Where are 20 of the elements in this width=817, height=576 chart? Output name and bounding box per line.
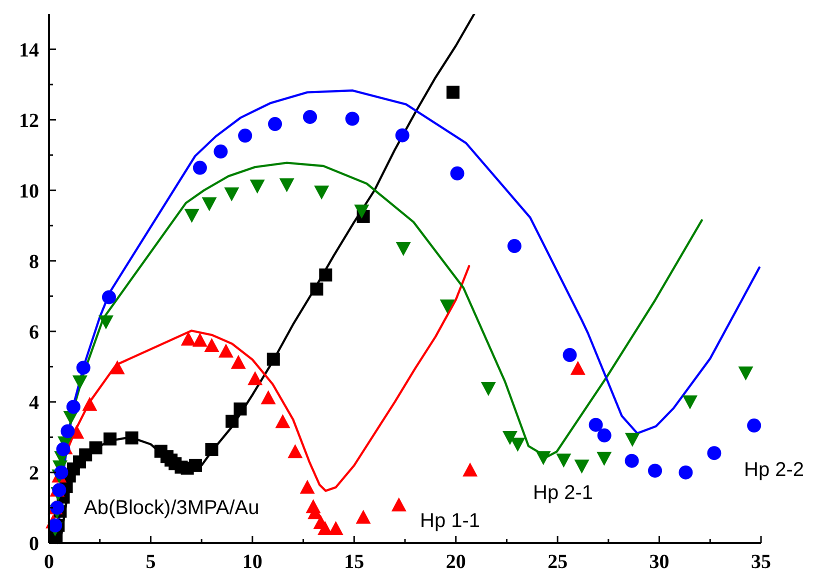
y-tick-label: 0 (29, 533, 39, 555)
annotation: Ab(Block)/3MPA/Au (84, 497, 260, 519)
y-tick-label: 2 (29, 462, 39, 484)
x-tick-label: 25 (548, 551, 568, 573)
y-tick-label: 12 (19, 110, 39, 132)
x-tick-label: 5 (146, 551, 156, 573)
x-tick-label: 10 (242, 551, 262, 573)
x-tick-label: 35 (751, 551, 771, 573)
x-tick-label: 30 (649, 551, 670, 573)
annotation: Hp 2-2 (744, 459, 804, 481)
y-tick-label: 4 (29, 392, 39, 414)
x-tick-label: 20 (446, 551, 466, 573)
annotation: Hp 1-1 (420, 510, 480, 532)
y-tick-label: 8 (29, 250, 39, 273)
x-tick-label: 15 (344, 551, 364, 573)
y-tick-label: 10 (19, 180, 39, 202)
y-tick-label: 6 (29, 321, 39, 344)
x-tick-label: 0 (44, 551, 54, 573)
y-tick-label: 14 (19, 39, 39, 62)
annotation: Hp 2-1 (533, 482, 594, 504)
